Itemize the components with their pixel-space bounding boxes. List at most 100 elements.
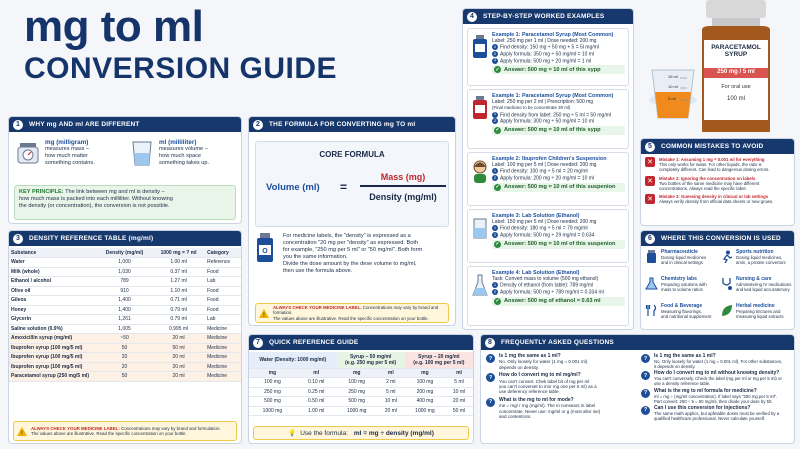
section-2-header: 2 THE FORMULA FOR CONVERTING mg TO ml — [249, 117, 455, 132]
mistake-desc: completely different. Can lead to danger… — [659, 167, 770, 173]
section-number: 7 — [252, 336, 264, 349]
ml-title: ml (milliliter) — [159, 139, 197, 146]
unit-cell: mg — [249, 368, 296, 378]
bottle-volume: 100 ml — [726, 96, 745, 102]
cell-equivalent: 0.71 ml — [152, 295, 206, 306]
section-title: FREQUENTLY ASKED QUESTIONS — [501, 339, 614, 346]
use-item: Herbal medicine Preparing tinctures and me… — [720, 303, 794, 320]
faq-answer: No. Only loosely for water (1 mg = 0.001… — [499, 359, 589, 365]
flask-icon — [472, 274, 488, 296]
answer-text: Answer: 500 mg = 10 ml of this sypp — [504, 127, 601, 134]
x-icon: ✕ — [645, 157, 655, 167]
faq-question: Is 1 mg the same as 1 ml? — [499, 353, 561, 359]
cell-density: 1,400 — [97, 295, 153, 306]
check-icon: ✓ — [494, 183, 501, 191]
cell-equivalent: 50 ml — [152, 343, 206, 353]
child-icon — [473, 160, 487, 183]
example-card-2: Example 1: Paracetamol Syrup (Most Commo… — [467, 89, 629, 149]
cell-equivalent: 20 ml — [152, 352, 206, 363]
section-number: 1 — [12, 118, 24, 131]
check-icon: ✓ — [494, 66, 501, 74]
cell-category: Food — [205, 267, 241, 277]
cell: 250 mg — [336, 387, 377, 397]
formula-equals: = — [340, 180, 348, 194]
example-label: Label: 250 mg per 1 ml | Dose needed: 20… — [492, 38, 597, 44]
cell-category: Food — [205, 286, 241, 296]
note-line-5: Divide the dose amount by the dese volum… — [283, 261, 417, 267]
title-line-1: mg to ml — [24, 2, 204, 51]
table-header-row: Substance Density (mg/ml) 1000 mg = ? ml… — [9, 248, 241, 258]
mistake-title: Mistake 3: Guessing density in clinical … — [659, 194, 769, 200]
cell-density: 1,005 — [97, 324, 153, 334]
answer-text: Answer: 500 mg = 10 ml of this suspenion — [504, 241, 616, 248]
use-desc: and ked liquid accuratemory — [736, 287, 790, 293]
formula-denominator: Density (mg/ml) — [369, 192, 437, 202]
cell-density: 789 — [97, 276, 153, 287]
use-desc: Preparing solutions with — [661, 282, 707, 288]
use-title: Sports nutrition — [736, 249, 774, 255]
cell-substance: Honey — [9, 305, 97, 315]
cup-mark-15: 15 ml — [668, 74, 678, 79]
core-formula-box: CORE FORMULA Volume (ml) = Mass (mg) Den… — [255, 141, 449, 227]
mg-explainer: mg (milligram) measures mass – how much … — [15, 139, 125, 167]
density-table: Substance Density (mg/ml) 1000 mg = ? ml… — [9, 248, 241, 382]
cell-substance: Ibuprofen syrup (100 mg/5 ml) — [9, 352, 97, 363]
col-equivalent: 1000 mg = ? ml — [152, 248, 206, 258]
leaf-icon — [722, 305, 732, 316]
section-1-header: 1 WHY mg AND ml ARE DIFFERENT — [9, 117, 241, 132]
faq-item: ? How do I convert mg to ml without knowi… — [641, 371, 793, 386]
cell-density: 1,000 — [97, 257, 153, 268]
mistake-desc: Two bottles of the same medicine may hav… — [659, 180, 760, 186]
step-marker: 2 — [492, 174, 498, 181]
cell-substance: Saline solution (0.9%) — [9, 324, 97, 334]
example-step-2: Apply formula: 500 mg ÷ 29 mg/ml = 0.634 — [500, 232, 595, 239]
faq-item: ? What is the mg to ml for mode? me = mg/ … — [486, 397, 636, 420]
table-row: Ethanol / alcohol 789 1.27 ml Lab — [9, 276, 241, 287]
section-8-faq: 8 FREQUENTLY ASKED QUESTIONS ? Is 1 mg the… — [480, 334, 795, 444]
cell-density: 1,261 — [97, 314, 153, 325]
mg-desc-3: something contains. — [45, 160, 95, 166]
key-principle-text-3: the density (or concentration), the conv… — [19, 203, 170, 209]
svg-text:!: ! — [21, 431, 23, 436]
table-row: Saline solution (0.9%) 1,005 0.995 ml Medic… — [9, 324, 241, 334]
example-step-1: Find density: 100 mg ÷ 5 ml = 20 mg/ml — [500, 168, 588, 175]
cell: 1.00 ml — [295, 406, 337, 416]
use-desc: Dosing liquid medicines — [661, 255, 707, 261]
step-marker: 2 — [492, 50, 498, 57]
section-title: WHY mg AND ml ARE DIFFERENT — [29, 121, 140, 128]
cell: 1000 mg — [336, 406, 377, 416]
use-item: Chemistry labs Preparing solutions with ma… — [645, 276, 719, 293]
table-warning-text-1: Concentrations may vary by brand and for… — [121, 425, 221, 431]
question-icon: ? — [641, 354, 650, 363]
beaker-icon — [473, 218, 487, 239]
ml-desc-2: how much space — [159, 153, 201, 159]
note-line-3: for example, "250 mg per 5 ml" or "50 mg… — [283, 247, 423, 253]
scale-icon — [17, 143, 39, 164]
use-desc: mass to volume ratios — [661, 287, 703, 293]
faq-answer: The same math applics, but apfetable dos… — [654, 410, 780, 416]
warning-icon: ! — [259, 308, 269, 318]
mistake-item: ✕ Mistake 3: Guessing density in clinical… — [645, 194, 790, 204]
cell: 0.25 ml — [295, 387, 337, 397]
cell-equivalent: 0.995 ml — [152, 324, 206, 334]
formula-numerator: Mass (mg) — [380, 172, 426, 182]
use-desc: amin, a protein convertors — [736, 260, 786, 266]
use-title: Pharmaceuticle — [661, 249, 698, 255]
key-principle-box: KEY PRINCIPLE: The link between mg and m… — [14, 185, 236, 220]
warning-title: ALWAYS CHECK YOUR MEDICINE LABEL. — [273, 304, 362, 310]
example-title: Example 3: Lab Solution (Ethanol) — [492, 213, 580, 219]
use-desc: Measuring flavorings, — [661, 309, 702, 315]
cup-mark-5: 5 ml — [668, 96, 676, 101]
use-title: Food & Beverage — [661, 303, 703, 309]
group-water: Water (Density: 1000 mg/ml) — [249, 352, 337, 369]
quick-ref-footer: 💡 Use the formula: ml = mg ÷ density (mg… — [253, 426, 469, 440]
faq-column-left: ? Is 1 mg the same as 1 ml? No. Only loose… — [486, 353, 636, 422]
mistake-desc: Always verify density from official data… — [659, 199, 774, 205]
note-line-1: For medicine labels, the "density" is ex… — [283, 233, 411, 239]
key-principle-text-2: how much mass is packed into each millil… — [19, 196, 173, 202]
table-row: 1000 mg 1.00 ml 1000 mg 20 ml 1000 mg 50 ml — [249, 406, 473, 416]
faq-question: Is 1 mg the same as 1 ml? — [654, 353, 716, 359]
section-8-header: 8 FREQUENTLY ASKED QUESTIONS — [481, 335, 794, 350]
bottle-icon — [649, 0, 770, 132]
cell-substance: Gileos — [9, 295, 97, 306]
